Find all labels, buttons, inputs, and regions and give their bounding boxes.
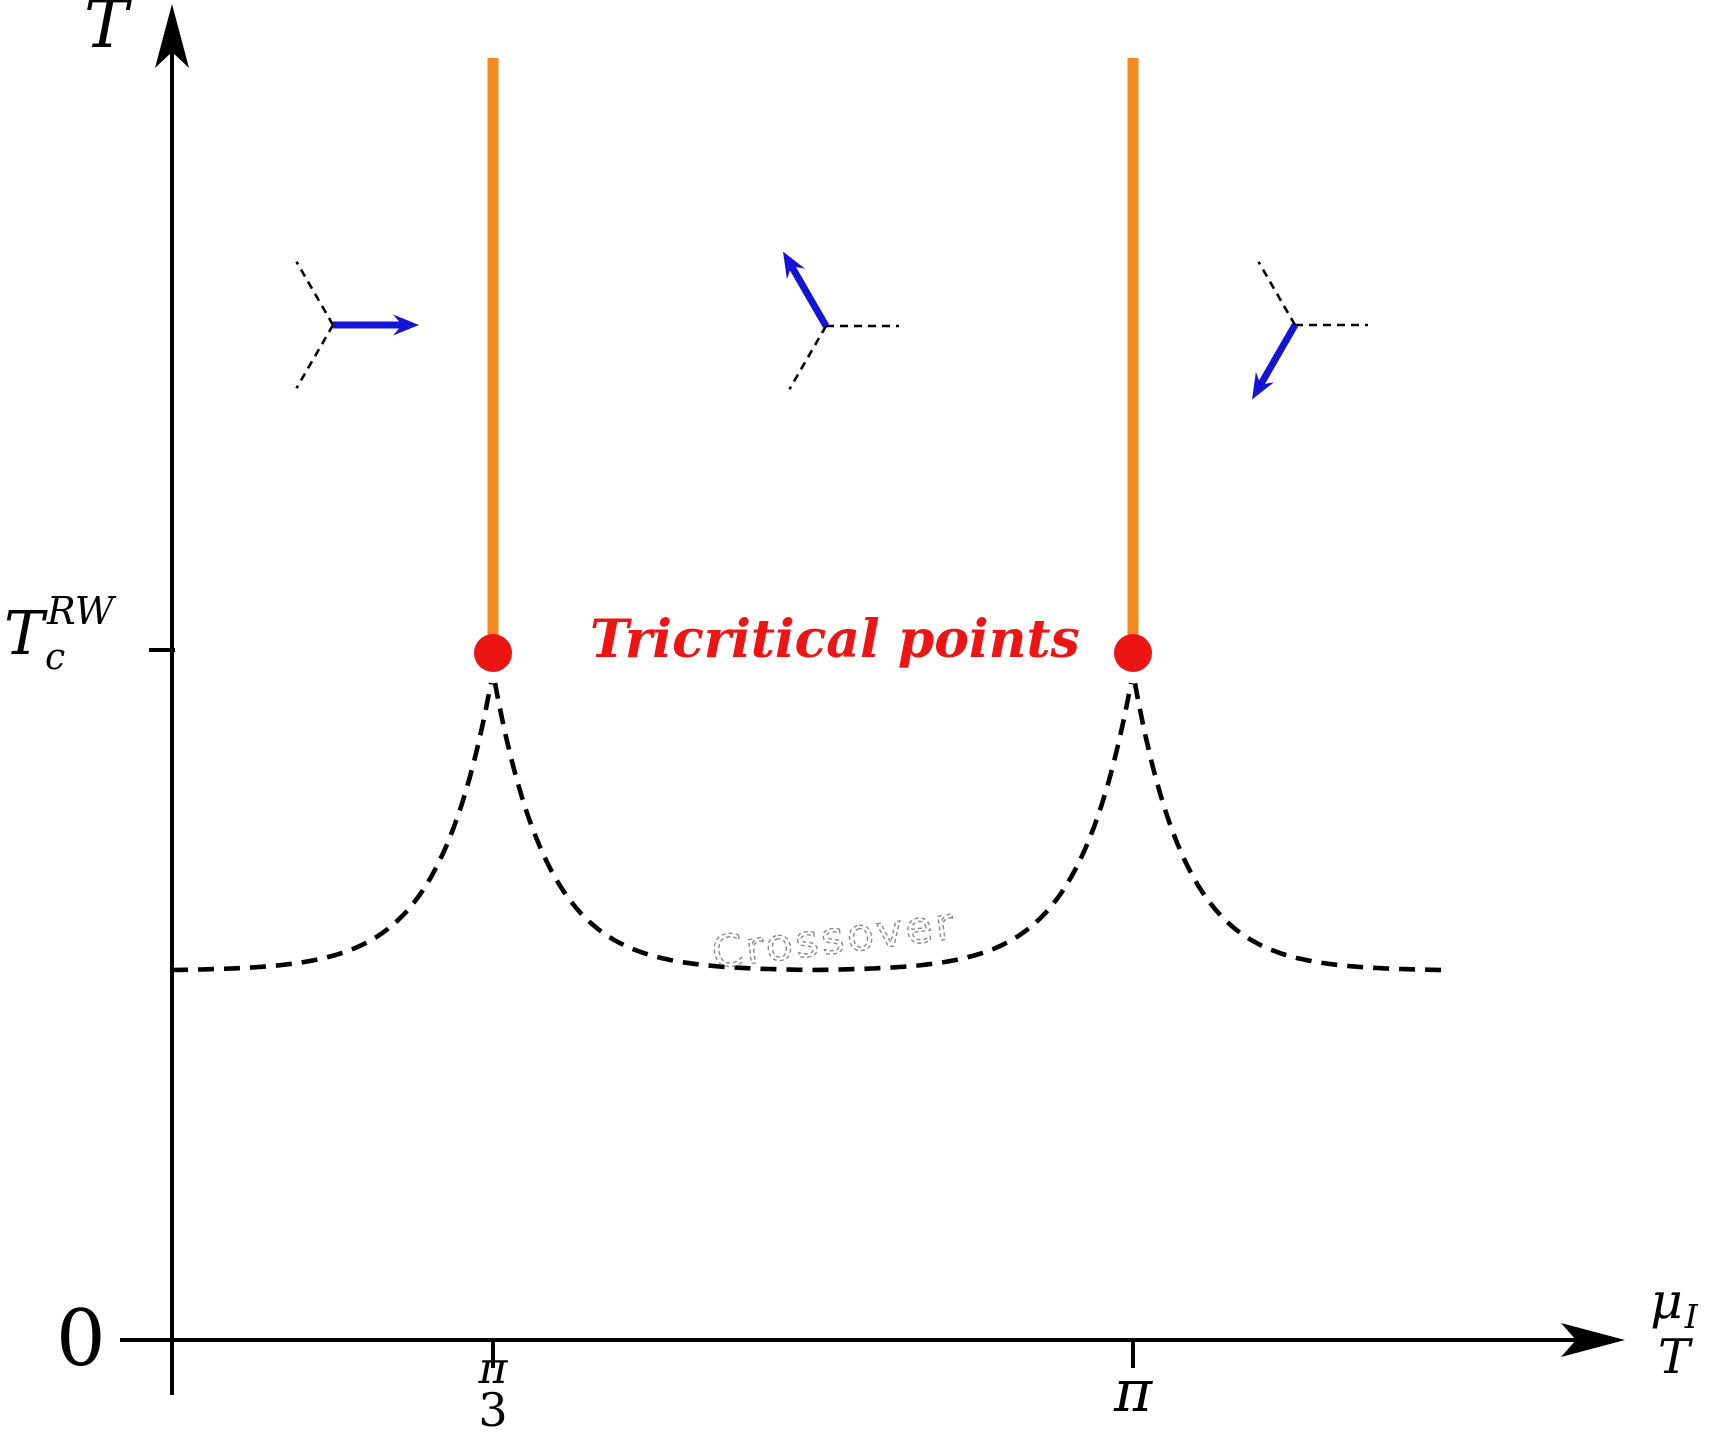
z3-sector-markers-group: [295, 251, 1368, 400]
tricritical-dots-group: [474, 634, 1152, 672]
z3-sector-marker: [295, 261, 419, 389]
y-tick-superscript: RW: [47, 589, 114, 633]
polyakov-loop-arrow: [786, 261, 830, 328]
tricritical-dot: [474, 634, 512, 672]
z3-dashed-direction: [788, 325, 828, 390]
pi3-numerator: π: [478, 1343, 508, 1394]
pi3-denominator: 3: [478, 1382, 508, 1437]
x-axis-numerator: μI: [1632, 1276, 1716, 1333]
x-axis-denominator: T: [1657, 1329, 1690, 1385]
crossover-curve-right: [1132, 682, 1445, 973]
crossover-curve-left: [172, 682, 494, 973]
y-tick-subscript: c: [45, 637, 66, 678]
y-tick-label-tcrw: T RW c: [4, 592, 114, 688]
axes-group: [120, 4, 1625, 1395]
blue-arrowhead-icon: [393, 314, 419, 336]
z3-dashed-direction: [1257, 261, 1297, 326]
tricritical-points-label: Tricritical points: [590, 609, 1080, 670]
z3-dashed-direction: [295, 261, 335, 326]
polyakov-loop-arrow: [1255, 323, 1299, 390]
mu-subscript: I: [1684, 1297, 1698, 1336]
y-axis-arrowhead-icon: [155, 4, 189, 68]
x-tick-label-pi: π: [1113, 1357, 1153, 1425]
transition-lines-group: [487, 58, 1139, 647]
blue-arrowhead-icon: [783, 251, 806, 280]
x-axis-arrowhead-icon: [1561, 1323, 1625, 1357]
tricritical-dot: [1114, 634, 1152, 672]
crossover-curve-middle: [492, 682, 1134, 973]
crossover-curve-group: [172, 682, 1445, 973]
y-axis-label: T: [84, 0, 129, 63]
x-tick-label-pi-over-3: π 3: [459, 1343, 527, 1437]
origin-label: 0: [56, 1294, 106, 1384]
x-axis-label-mu-over-t: μI T: [1632, 1276, 1716, 1381]
y-tick-base: T: [4, 599, 45, 669]
z3-dashed-direction: [295, 324, 335, 389]
z3-sector-marker: [1252, 261, 1368, 400]
z3-sector-marker: [783, 251, 899, 390]
mu-symbol: μ: [1650, 1272, 1683, 1330]
blue-arrowhead-icon: [1252, 371, 1275, 400]
y-tick-scripts: RW c: [45, 589, 114, 678]
